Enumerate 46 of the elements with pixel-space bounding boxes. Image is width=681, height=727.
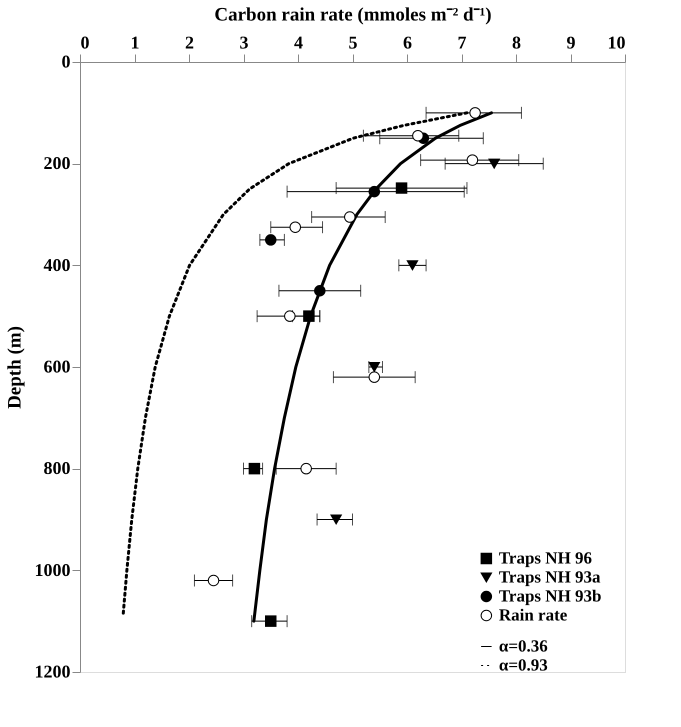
y-tick-label: 200	[44, 153, 70, 174]
point	[488, 158, 500, 169]
point	[265, 234, 276, 246]
point	[208, 574, 220, 586]
x-tick-label: 0	[80, 32, 90, 52]
x-tick-label: 5	[348, 32, 358, 52]
point	[469, 107, 481, 119]
x-tick-label: 3	[240, 32, 248, 52]
x-axis-title: Carbon rain rate (mmoles m⁻² d⁻¹)	[214, 4, 492, 26]
legend-label: Traps NH 93a	[498, 568, 602, 586]
legend-label: Traps NH 93b	[498, 586, 602, 606]
x-tick-label: 9	[566, 32, 576, 52]
point	[248, 462, 260, 474]
x-tick-label: 8	[512, 32, 521, 52]
y-axis-title: Depth (m)	[4, 326, 26, 409]
x-tick-label: 7	[458, 32, 466, 52]
legend-label: Traps NH 96	[498, 548, 592, 568]
y-tick-label: 400	[44, 254, 70, 275]
x-tick-label: 2	[185, 32, 194, 52]
point	[290, 221, 302, 233]
point	[330, 514, 342, 525]
y-tick-label: 0	[62, 52, 70, 72]
point	[303, 310, 315, 322]
legend-label: α=0.36	[498, 636, 548, 656]
y-tick-label: 1000	[34, 560, 70, 580]
y-tick-label: 800	[44, 458, 70, 478]
x-tick-label: 1	[130, 32, 140, 52]
point	[368, 362, 380, 372]
legend-label: α=0.93	[498, 656, 548, 674]
point	[300, 462, 312, 474]
point	[406, 260, 418, 270]
point	[396, 182, 408, 194]
point	[284, 310, 296, 322]
point	[314, 285, 326, 296]
legend-label: Rain rate	[498, 606, 568, 624]
point	[368, 186, 380, 198]
point	[344, 211, 356, 223]
x-tick-label: 6	[403, 32, 412, 52]
point	[466, 154, 478, 166]
y-tick-label: 600	[44, 356, 70, 376]
point	[368, 371, 380, 383]
x-tick-label: 4	[294, 32, 303, 52]
point	[265, 615, 276, 627]
x-tick-label: 10	[608, 32, 626, 52]
point	[412, 130, 424, 142]
y-tick-label: 1200	[34, 662, 70, 682]
